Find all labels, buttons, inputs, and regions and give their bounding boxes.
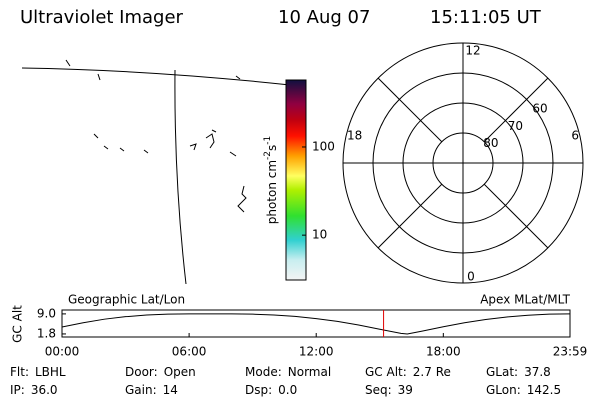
status-field: IP: 36.0 bbox=[10, 383, 58, 397]
lat-ring-label: 80 bbox=[483, 136, 498, 150]
status-value: Open bbox=[164, 365, 196, 379]
status-label: Flt: bbox=[10, 365, 29, 379]
status-field: Gain: 14 bbox=[125, 383, 178, 397]
status-field: Flt: LBHL bbox=[10, 365, 66, 379]
unit: photon cm bbox=[265, 160, 279, 224]
status-label: Dsp: bbox=[245, 383, 272, 397]
status-label: GLon: bbox=[486, 383, 521, 397]
status-value: LBHL bbox=[35, 365, 66, 379]
status-value: 2.7 Re bbox=[413, 365, 451, 379]
x-tick-label: 18:00 bbox=[426, 345, 461, 359]
status-value: 36.0 bbox=[31, 383, 58, 397]
status-value: 39 bbox=[398, 383, 413, 397]
lat-ring bbox=[372, 72, 554, 254]
status-field: GLon: 142.5 bbox=[486, 383, 561, 397]
status-label: Door: bbox=[125, 365, 158, 379]
unit-exp: -2 bbox=[263, 151, 273, 160]
status-field: Door: Open bbox=[125, 365, 196, 379]
mlt-label: 12 bbox=[465, 44, 480, 58]
y-tick-label: 9.0 bbox=[37, 306, 56, 320]
status-field: GLat: 37.8 bbox=[486, 365, 551, 379]
lat-ring bbox=[432, 132, 494, 194]
status-field: Seq: 39 bbox=[365, 383, 413, 397]
lat-ring-label: 60 bbox=[532, 102, 547, 116]
meridian bbox=[377, 183, 443, 249]
status-label: GLat: bbox=[486, 365, 518, 379]
meridian bbox=[483, 77, 549, 143]
status-label: Mode: bbox=[245, 365, 282, 379]
colorbar-tick-label: 10 bbox=[312, 228, 327, 242]
x-tick-label: 12:00 bbox=[299, 345, 334, 359]
status-value: 142.5 bbox=[527, 383, 561, 397]
polar-grid: 60 70 80 12 0 18 6 bbox=[342, 42, 584, 284]
status-field: Dsp: 0.0 bbox=[245, 383, 297, 397]
instrument-title: Ultraviolet Imager bbox=[20, 7, 184, 28]
status-value: 14 bbox=[163, 383, 178, 397]
status-label: GC Alt: bbox=[365, 365, 407, 379]
lat-ring bbox=[402, 102, 524, 224]
geographic-map bbox=[21, 59, 291, 285]
colorbar-label: photon cm-2s-1 bbox=[263, 136, 279, 225]
date: 10 Aug 07 bbox=[278, 7, 370, 28]
time: 15:11:05 UT bbox=[430, 7, 542, 28]
status-field: GC Alt: 2.7 Re bbox=[365, 365, 451, 379]
y-tick-label: 1.8 bbox=[37, 326, 56, 340]
plot-frame bbox=[61, 309, 571, 338]
x-tick-label: 06:00 bbox=[172, 345, 207, 359]
meridian bbox=[483, 183, 549, 249]
altitude-line bbox=[61, 313, 571, 335]
status-label: Gain: bbox=[125, 383, 157, 397]
status-label: IP: bbox=[10, 383, 25, 397]
y-axis-label: GC Alt bbox=[11, 305, 25, 343]
x-tick-label: 23:59 bbox=[553, 345, 588, 359]
status-value: 0.0 bbox=[278, 383, 297, 397]
status-value: Normal bbox=[288, 365, 331, 379]
status-value: 37.8 bbox=[524, 365, 551, 379]
mlt-label: 18 bbox=[347, 129, 362, 143]
colorbar-tick-label: 100 bbox=[312, 139, 335, 153]
unit-exp: -1 bbox=[263, 136, 273, 145]
mlt-label: 6 bbox=[571, 129, 579, 143]
mlt-label: 0 bbox=[467, 270, 475, 284]
lat-ring-label: 70 bbox=[508, 119, 523, 133]
frame-label: Geographic Lat/Lon bbox=[68, 293, 185, 307]
unit: s bbox=[265, 145, 279, 151]
meridian bbox=[377, 77, 443, 143]
x-tick-label: 00:00 bbox=[45, 345, 80, 359]
frame-label: Apex MLat/MLT bbox=[480, 293, 570, 307]
status-label: Seq: bbox=[365, 383, 392, 397]
status-field: Mode: Normal bbox=[245, 365, 331, 379]
colorbar bbox=[285, 79, 307, 281]
